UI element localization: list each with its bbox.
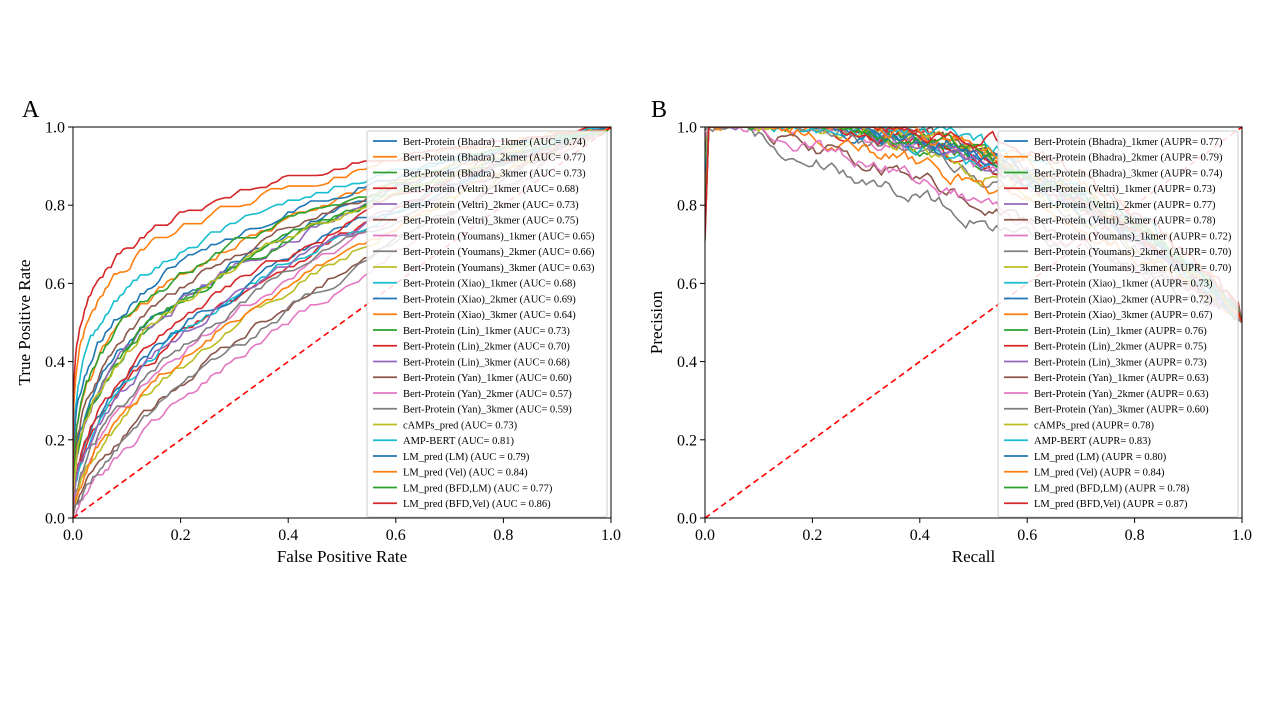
y-tick-label: 0.0: [677, 511, 697, 528]
legend-entry: Bert-Protein (Lin)_2kmer (AUPR= 0.75): [1034, 342, 1207, 353]
legend-entry: Bert-Protein (Youmans)_2kmer (AUC= 0.66): [403, 247, 595, 258]
legend-entry: Bert-Protein (Youmans)_3kmer (AUPR= 0.70…: [1034, 263, 1232, 274]
legend-entry: Bert-Protein (Bhadra)_2kmer (AUC= 0.77): [403, 153, 586, 164]
x-tick-label: 0.6: [386, 527, 406, 544]
legend-entry: Bert-Protein (Bhadra)_1kmer (AUPR= 0.77): [1034, 137, 1223, 148]
legend-entry: cAMPs_pred (AUC= 0.73): [403, 420, 518, 431]
legend-entry: Bert-Protein (Youmans)_3kmer (AUC= 0.63): [403, 263, 595, 274]
y-tick-label: 0.8: [45, 198, 65, 215]
legend-entry: Bert-Protein (Bhadra)_3kmer (AUC= 0.73): [403, 168, 586, 179]
legend: Bert-Protein (Bhadra)_1kmer (AUC= 0.74) B…: [366, 130, 608, 518]
legend-entry: Bert-Protein (Veltri)_1kmer (AUC= 0.68): [403, 184, 579, 195]
legend-entry: Bert-Protein (Yan)_3kmer (AUPR= 0.60): [1034, 405, 1209, 416]
x-tick-label: 1.0: [601, 527, 621, 544]
x-tick-label: 0.2: [802, 527, 822, 544]
legend-entry: Bert-Protein (Bhadra)_2kmer (AUPR= 0.79): [1034, 153, 1223, 164]
y-tick-label: 0.0: [45, 511, 65, 528]
legend-entry: LM_pred (Vel) (AUC = 0.84): [403, 468, 528, 479]
y-axis-title: Precision: [647, 290, 666, 354]
legend-entry: Bert-Protein (Yan)_2kmer (AUC= 0.57): [403, 389, 572, 400]
legend-entry: AMP-BERT (AUPR= 0.83): [1034, 436, 1151, 447]
x-tick-label: 0.2: [171, 527, 191, 544]
legend-entry: LM_pred (BFD,Vel) (AUPR = 0.87): [1034, 499, 1188, 510]
x-tick-label: 0.4: [278, 527, 298, 544]
legend-entry: Bert-Protein (Xiao)_2kmer (AUC= 0.69): [403, 294, 576, 305]
legend-entry: LM_pred (LM) (AUPR = 0.80): [1034, 452, 1167, 463]
legend-entry: Bert-Protein (Youmans)_1kmer (AUPR= 0.72…: [1034, 231, 1232, 242]
y-axis-title: True Positive Rate: [15, 260, 34, 386]
y-tick-label: 1.0: [677, 120, 697, 137]
legend-entry: Bert-Protein (Veltri)_2kmer (AUPR= 0.77): [1034, 200, 1216, 211]
legend-entry: Bert-Protein (Yan)_2kmer (AUPR= 0.63): [1034, 389, 1209, 400]
legend-entry: Bert-Protein (Lin)_2kmer (AUC= 0.70): [403, 342, 570, 353]
legend-entry: Bert-Protein (Youmans)_2kmer (AUPR= 0.70…: [1034, 247, 1232, 258]
legend: Bert-Protein (Bhadra)_1kmer (AUPR= 0.77)…: [997, 130, 1239, 518]
legend-entry: Bert-Protein (Yan)_3kmer (AUC= 0.59): [403, 405, 572, 416]
x-tick-label: 0.8: [1125, 527, 1145, 544]
legend-entry: LM_pred (Vel) (AUPR = 0.84): [1034, 468, 1165, 479]
x-tick-label: 1.0: [1232, 527, 1252, 544]
legend-entry: Bert-Protein (Xiao)_1kmer (AUC= 0.68): [403, 279, 576, 290]
legend-entry: Bert-Protein (Bhadra)_1kmer (AUC= 0.74): [403, 137, 586, 148]
legend-entry: AMP-BERT (AUC= 0.81): [403, 436, 514, 447]
x-axis-title: Recall: [952, 547, 996, 566]
x-tick-label: 0.0: [695, 527, 715, 544]
axes-frame: [704, 126, 1243, 519]
panel-label: A: [22, 97, 40, 123]
legend-box: [366, 130, 608, 518]
legend-entry: LM_pred (BFD,Vel) (AUC = 0.86): [403, 499, 551, 510]
x-axis-title: False Positive Rate: [277, 547, 407, 566]
legend-entry: Bert-Protein (Xiao)_2kmer (AUPR= 0.72): [1034, 294, 1213, 305]
y-tick-label: 0.4: [677, 354, 697, 371]
legend-entry: LM_pred (LM) (AUC = 0.79): [403, 452, 530, 463]
y-tick-label: 1.0: [45, 120, 65, 137]
legend-entry: Bert-Protein (Lin)_1kmer (AUPR= 0.76): [1034, 326, 1207, 337]
legend-entry: Bert-Protein (Veltri)_2kmer (AUC= 0.73): [403, 200, 579, 211]
legend-entry: Bert-Protein (Xiao)_3kmer (AUPR= 0.67): [1034, 310, 1213, 321]
y-tick-label: 0.4: [45, 354, 65, 371]
legend-entry: Bert-Protein (Xiao)_1kmer (AUPR= 0.73): [1034, 279, 1213, 290]
x-tick-label: 0.0: [63, 527, 83, 544]
legend-entry: cAMPs_pred (AUPR= 0.78): [1034, 420, 1154, 431]
legend-entry: LM_pred (BFD,LM) (AUPR = 0.78): [1034, 483, 1190, 494]
y-tick-label: 0.2: [677, 432, 697, 449]
y-tick-label: 0.6: [45, 276, 65, 293]
x-tick-label: 0.8: [493, 527, 513, 544]
legend-entry: Bert-Protein (Lin)_1kmer (AUC= 0.73): [403, 326, 570, 337]
x-tick-label: 0.6: [1017, 527, 1037, 544]
axes-frame: [72, 126, 612, 519]
legend-entry: Bert-Protein (Veltri)_1kmer (AUPR= 0.73): [1034, 184, 1216, 195]
legend-entry: Bert-Protein (Youmans)_1kmer (AUC= 0.65): [403, 231, 595, 242]
legend-entry: LM_pred (BFD,LM) (AUC = 0.77): [403, 483, 553, 494]
legend-box: [997, 130, 1239, 518]
legend-entry: Bert-Protein (Xiao)_3kmer (AUC= 0.64): [403, 310, 576, 321]
x-tick-label: 0.4: [910, 527, 930, 544]
legend-entry: Bert-Protein (Veltri)_3kmer (AUPR= 0.78): [1034, 216, 1216, 227]
y-tick-label: 0.2: [45, 432, 65, 449]
legend-entry: Bert-Protein (Yan)_1kmer (AUPR= 0.63): [1034, 373, 1209, 384]
chart-panel-B: B 0.0 0.2 0.4 0.6 0.8 1.0 0.0 0.2 0.4 0.6 0.8 1.0 Rec…: [647, 97, 1252, 566]
legend-entry: Bert-Protein (Lin)_3kmer (AUC= 0.68): [403, 357, 570, 368]
y-tick-label: 0.8: [677, 198, 697, 215]
chart-panel-A: A 0.0 0.2 0.4 0.6 0.8 1.0 0.0 0.2 0.4 0.6 0.8 1.0 Fal…: [15, 97, 621, 566]
legend-entry: Bert-Protein (Bhadra)_3kmer (AUPR= 0.74): [1034, 168, 1223, 179]
legend-entry: Bert-Protein (Yan)_1kmer (AUC= 0.60): [403, 373, 572, 384]
legend-entry: Bert-Protein (Veltri)_3kmer (AUC= 0.75): [403, 216, 579, 227]
y-tick-label: 0.6: [677, 276, 697, 293]
legend-entry: Bert-Protein (Lin)_3kmer (AUPR= 0.73): [1034, 357, 1207, 368]
panel-label: B: [651, 97, 667, 123]
